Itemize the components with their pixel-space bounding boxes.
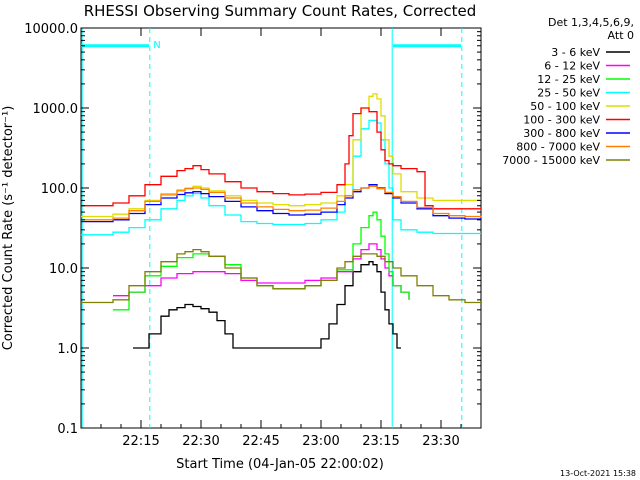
y-tick-label: 100.0 xyxy=(41,182,78,197)
series-group xyxy=(81,93,482,349)
legend-label: 300 - 800 keV xyxy=(523,127,600,140)
legend-label: 12 - 25 keV xyxy=(537,73,600,86)
annotation-0: N xyxy=(153,40,160,51)
x-tick-label: 22:45 xyxy=(242,434,279,449)
x-tick-label: 23:15 xyxy=(362,434,399,449)
series-line-7000-15000-kev xyxy=(81,248,481,304)
series-line-3-6-kev xyxy=(133,261,401,349)
y-tick-label: 10.0 xyxy=(49,262,78,277)
legend-label: 7000 - 15000 keV xyxy=(502,154,600,167)
legend-header-line: Att 0 xyxy=(608,29,634,42)
y-tick-label: 10000.0 xyxy=(24,22,78,37)
chart-title: RHESSI Observing Summary Count Rates, Co… xyxy=(84,2,477,20)
series-line-100-300-kev xyxy=(81,107,481,210)
x-tick-label: 23:30 xyxy=(422,434,459,449)
series-line-800-7000-kev xyxy=(81,185,482,221)
x-tick-label: 23:00 xyxy=(302,434,339,449)
legend-label: 3 - 6 keV xyxy=(551,46,600,59)
y-tick-label: 0.1 xyxy=(57,422,78,437)
y-tick-label: 1.0 xyxy=(57,342,78,357)
legend-label: 50 - 100 keV xyxy=(530,100,600,113)
y-tick-label: 1000.0 xyxy=(33,102,79,117)
x-axis-label: Start Time (04-Jan-05 22:00:02) xyxy=(176,457,384,472)
legend-label: 6 - 12 keV xyxy=(544,60,600,73)
legend-label: 100 - 300 keV xyxy=(523,114,600,127)
series-line-25-50-kev xyxy=(81,119,481,236)
series-line-300-800-kev xyxy=(81,184,482,223)
timestamp-footer: 13-Oct-2021 15:38 xyxy=(560,469,636,478)
legend-label: 25 - 50 keV xyxy=(537,87,600,100)
series-line-50-100-kev xyxy=(81,93,481,218)
series-line-6-12-kev xyxy=(113,243,410,300)
series-line-12-25-kev xyxy=(113,211,410,311)
y-axis-label: Corrected Count Rate (s⁻¹ detector⁻¹) xyxy=(1,106,16,351)
x-tick-label: 22:15 xyxy=(122,434,159,449)
instrument-overlays: N xyxy=(81,28,463,428)
legend-label: 800 - 7000 keV xyxy=(516,141,600,154)
x-tick-label: 22:30 xyxy=(182,434,219,449)
axes: 22:15 22:30 22:45 23:00 23:15 23:30 0.1 1.0 10.0… xyxy=(24,22,481,449)
legend-header-line: Det 1,3,4,5,6,9, xyxy=(548,16,634,29)
